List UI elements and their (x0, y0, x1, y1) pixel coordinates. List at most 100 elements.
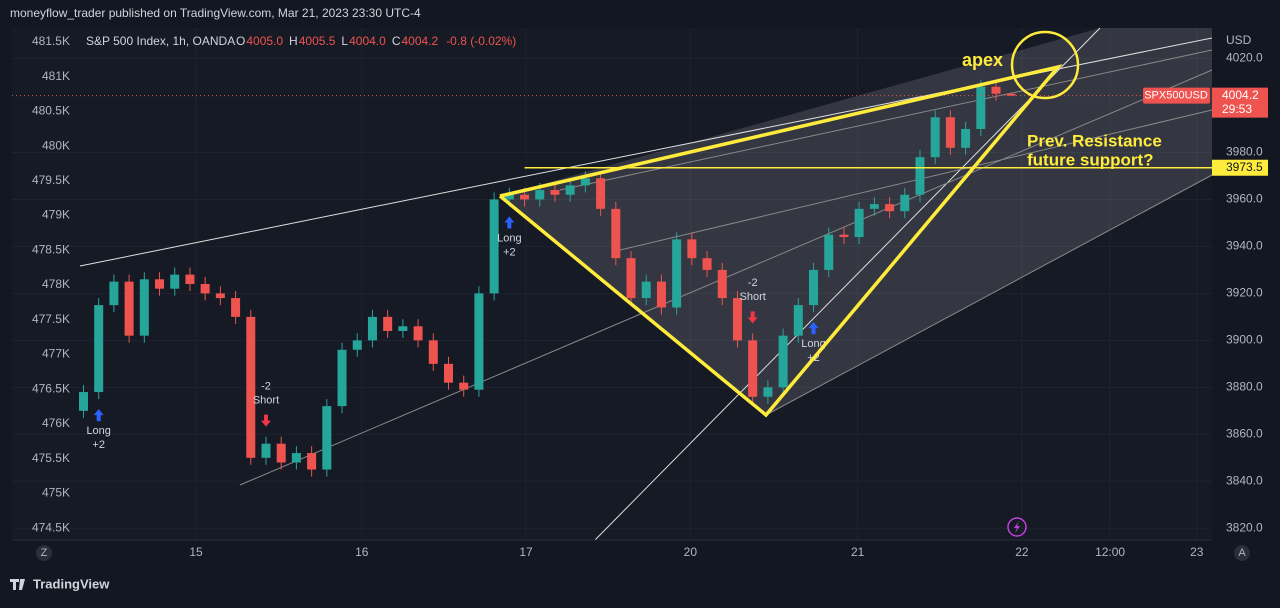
y2-tick-label: 481.5K (32, 34, 70, 48)
y2-tick-label: 475.5K (32, 451, 70, 465)
candle-body (809, 269, 819, 306)
candle-body (839, 234, 849, 238)
z-button[interactable] (36, 545, 52, 561)
y2-tick-label: 475K (42, 486, 70, 500)
candle-body (611, 208, 621, 259)
trend-line (594, 27, 1101, 541)
candle-body (322, 406, 332, 470)
y-tick-label: 3940.0 (1226, 239, 1263, 253)
left-edge (0, 28, 12, 540)
x-tick-label: 12:00 (1095, 545, 1125, 559)
candle-body (565, 185, 575, 195)
ohlc-value: 4005.0 (246, 34, 283, 48)
y-tick-label: 3820.0 (1226, 520, 1263, 534)
candle-body (580, 178, 590, 186)
currency: USD (1226, 33, 1252, 47)
candle-body (656, 281, 666, 308)
y-tick-label: 3960.0 (1226, 192, 1263, 206)
y-tick-label: 3920.0 (1226, 286, 1263, 300)
signal-label: Long (497, 232, 521, 244)
ohlc-key: C (392, 34, 401, 48)
candle-body (748, 340, 758, 397)
x-tick-label: 17 (519, 545, 533, 559)
candle-body (869, 204, 879, 209)
channel-line (559, 49, 1213, 191)
signal-amount: -2 (748, 277, 758, 289)
long-arrow (93, 409, 104, 422)
candle-body (900, 194, 910, 212)
candle-body (732, 298, 742, 341)
candle-body (459, 382, 469, 390)
short-arrow (747, 311, 758, 324)
candle-body (383, 316, 393, 331)
candle-body (200, 284, 210, 294)
candle-body (687, 239, 697, 259)
alert-bolt (1014, 521, 1020, 533)
candle-body (763, 387, 773, 397)
ohlc-value: 4004.0 (349, 34, 386, 48)
signal-label: Short (740, 291, 766, 303)
candle-body (930, 117, 940, 158)
y-tick-label: 3860.0 (1226, 426, 1263, 440)
y2-tick-label: 477K (42, 347, 70, 361)
apex-label: apex (962, 50, 1003, 70)
x-tick-label: 21 (851, 545, 865, 559)
short-arrow (260, 414, 271, 427)
x-tick-label: 22 (1015, 545, 1029, 559)
signal-amount: +2 (503, 246, 516, 258)
ohlc-value: 4004.2 (401, 34, 438, 48)
y2-tick-label: 477.5K (32, 312, 70, 326)
candle-body (945, 117, 955, 148)
a-button-label[interactable]: A (1238, 547, 1246, 559)
plot-area (12, 28, 1212, 540)
z-button-label[interactable]: Z (41, 547, 48, 559)
y2-tick-label: 480K (42, 138, 70, 152)
candle-body (596, 178, 606, 209)
x-tick-label: 23 (1190, 545, 1204, 559)
candle-body (124, 281, 134, 336)
candle-body (413, 326, 423, 341)
price-label: 4004.2 (1222, 88, 1259, 102)
candle-body (489, 199, 499, 294)
candle-body (520, 194, 530, 200)
x-tick-label: 20 (684, 545, 698, 559)
candle-body (155, 279, 165, 289)
symbol-tag (1143, 87, 1210, 104)
y2-tick-label: 476.5K (32, 381, 70, 395)
chart-title: S&P 500 Index, 1h, OANDA (86, 34, 235, 48)
candle-body (504, 194, 514, 200)
y2-tick-label: 478K (42, 277, 70, 291)
alert-icon[interactable] (1007, 517, 1027, 537)
long-arrow (808, 322, 819, 335)
candle-body (291, 453, 301, 463)
candle-body (626, 258, 636, 299)
y2-tick-label: 480.5K (32, 104, 70, 118)
change: -0.8 (-0.02%) (446, 34, 516, 48)
candle-body (444, 363, 454, 383)
a-button[interactable] (1234, 545, 1250, 561)
y-tick-label: 3900.0 (1226, 333, 1263, 347)
candle-body (976, 86, 986, 129)
brand: TradingView (33, 576, 110, 591)
long-arrow (504, 216, 515, 229)
y2-tick-label: 481K (42, 69, 70, 83)
y2-tick-label: 478.5K (32, 242, 70, 256)
publish-info: moneyflow_trader published on TradingVie… (10, 6, 421, 20)
candle-body (535, 190, 545, 200)
candle-body (352, 340, 362, 350)
candle-body (215, 293, 225, 299)
ohlc-value: 4005.5 (299, 34, 336, 48)
candle-body (824, 234, 834, 270)
candle-body (961, 128, 971, 148)
ohlc-key: L (341, 34, 348, 48)
candle-body (428, 340, 438, 364)
candle-body (367, 316, 377, 341)
candle-body (991, 86, 1001, 94)
candles (78, 79, 1016, 477)
y2-tick-label: 479K (42, 208, 70, 222)
y-tick-label: 4020.0 (1226, 51, 1263, 65)
signal-label: Long (801, 338, 825, 350)
